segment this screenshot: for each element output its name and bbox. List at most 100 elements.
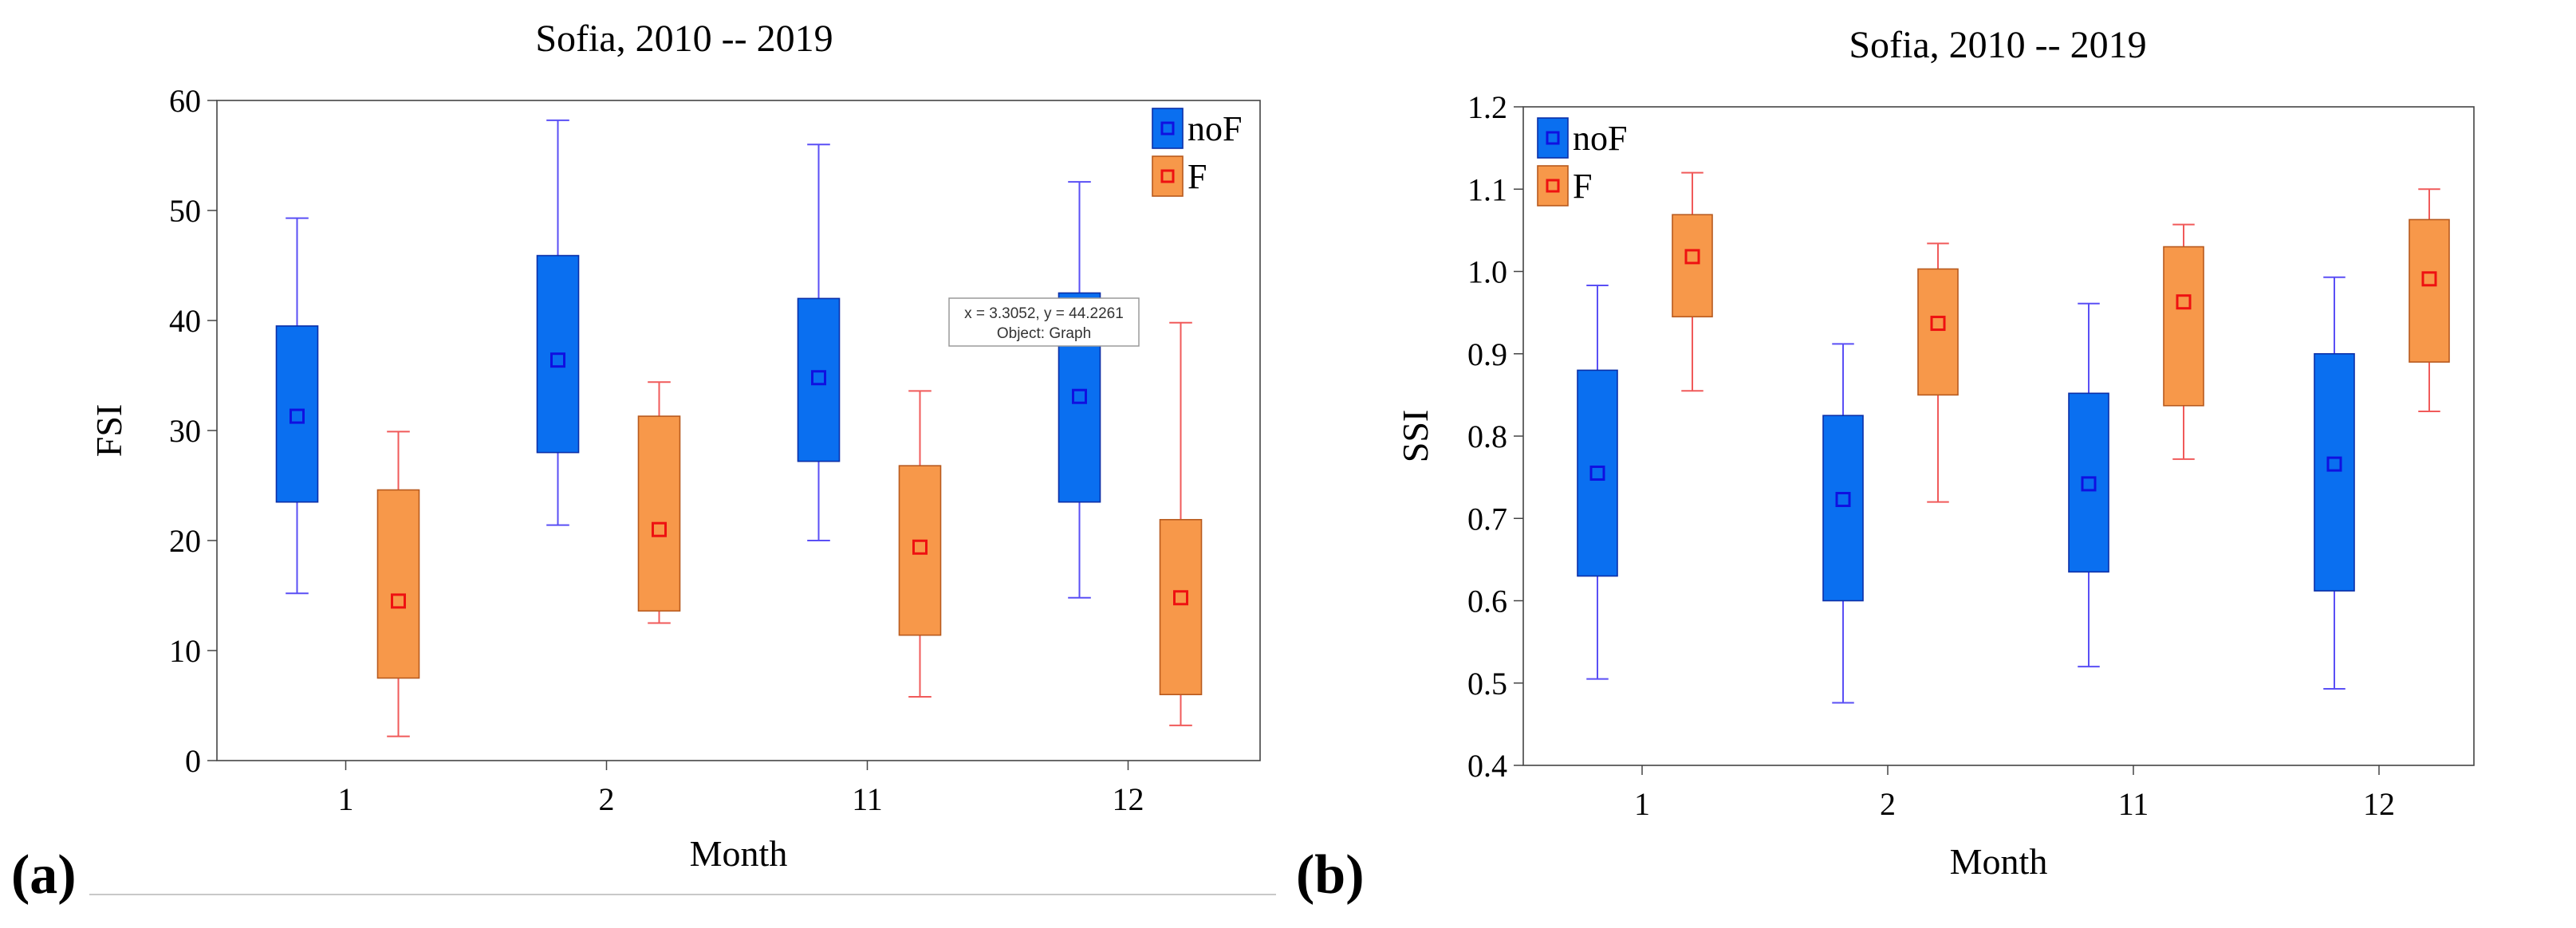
box-F-2 xyxy=(1917,242,1959,503)
y-tick-label: 10 xyxy=(169,633,201,669)
legend-swatch-noF xyxy=(1537,117,1569,159)
tooltip-line-2: Object: Graph xyxy=(997,325,1091,342)
tooltip-box xyxy=(948,297,1140,347)
panel-label-b: (b) xyxy=(1296,844,1365,906)
box-noF-2 xyxy=(1822,343,1864,704)
box-noF-2 xyxy=(536,119,580,526)
x-tick-label: 1 xyxy=(338,781,354,817)
panel-label-a: (a) xyxy=(11,844,77,906)
x-axis-label: Month xyxy=(690,833,788,874)
box-noF-11 xyxy=(797,144,841,541)
box-body xyxy=(1159,518,1203,696)
y-axis: 0.4 0.5 0.6 0.7 0.8 0.9 1.0 1.1 1.2 xyxy=(1467,89,1523,784)
series-F xyxy=(1672,171,2450,503)
legend-marker-F xyxy=(1160,169,1175,183)
box-body xyxy=(1672,214,1713,318)
y-tick-label: 0.5 xyxy=(1467,666,1507,702)
mean-marker xyxy=(912,539,928,555)
legend-marker-F xyxy=(1546,179,1560,193)
legend-swatch-noF xyxy=(1152,108,1184,149)
x-axis-label: Month xyxy=(1950,841,2048,882)
y-axis-label: FSI xyxy=(89,404,129,457)
y-tick-label: 0.4 xyxy=(1467,748,1507,784)
box-body xyxy=(1917,268,1959,396)
y-axis: 0 10 20 30 40 50 60 xyxy=(169,83,217,779)
legend-label-F: F xyxy=(1573,167,1592,206)
legend-swatch-F xyxy=(1537,165,1569,206)
x-tick-label: 2 xyxy=(599,781,615,817)
mean-marker xyxy=(2081,476,2097,492)
x-tick-label: 12 xyxy=(1113,781,1144,817)
x-tick-label: 2 xyxy=(1880,786,1896,822)
y-tick-label: 1.2 xyxy=(1467,89,1507,125)
box-F-1 xyxy=(376,431,420,737)
mean-marker xyxy=(1835,492,1851,508)
box-body xyxy=(376,489,420,679)
box-F-11 xyxy=(898,390,942,698)
box-noF-11 xyxy=(2068,302,2109,668)
box-F-11 xyxy=(2163,223,2204,460)
x-axis: 1 2 11 12 xyxy=(1634,765,2395,822)
y-tick-label: 0 xyxy=(185,743,201,779)
tooltip: x = 3.3052, y = 44.2261 Object: Graph xyxy=(948,297,1140,347)
chart-title: Sofia, 2010 -- 2019 xyxy=(535,18,833,60)
box-body xyxy=(898,465,942,636)
mean-marker xyxy=(2421,271,2437,287)
mean-marker xyxy=(2176,294,2192,310)
box-noF-12 xyxy=(2314,276,2355,690)
box-F-2 xyxy=(637,381,681,624)
x-tick-label: 1 xyxy=(1634,786,1650,822)
box-body xyxy=(797,297,841,462)
mean-marker xyxy=(550,352,565,368)
tooltip-line-1: x = 3.3052, y = 44.2261 xyxy=(964,305,1124,322)
series-F xyxy=(376,321,1203,737)
box-F-12 xyxy=(2409,188,2450,413)
box-noF-1 xyxy=(1577,285,1618,680)
box-body xyxy=(637,415,681,612)
legend-marker-noF xyxy=(1160,121,1175,136)
y-tick-label: 1.1 xyxy=(1467,171,1507,207)
x-tick-label: 12 xyxy=(2363,786,2395,822)
box-body xyxy=(2314,352,2355,592)
legend-label-noF: noF xyxy=(1188,109,1242,148)
mean-marker xyxy=(1173,590,1188,606)
x-axis: 1 2 11 12 xyxy=(338,761,1144,817)
box-body xyxy=(2409,218,2450,363)
box-body xyxy=(1822,415,1864,602)
mean-marker xyxy=(652,521,667,537)
mean-marker xyxy=(1930,316,1946,332)
x-tick-label: 11 xyxy=(852,781,883,817)
box-body xyxy=(2068,392,2109,573)
legend-swatch-F xyxy=(1152,155,1184,197)
mean-marker xyxy=(811,370,826,386)
plot-frame xyxy=(216,100,1261,761)
legend-label-noF: noF xyxy=(1573,119,1627,158)
legend: noF F xyxy=(1537,117,1627,206)
chart-title: Sofia, 2010 -- 2019 xyxy=(1849,24,2146,66)
x-tick-label: 11 xyxy=(2118,786,2149,822)
legend-marker-noF xyxy=(1546,131,1560,145)
y-tick-label: 0.6 xyxy=(1467,584,1507,619)
box-body xyxy=(275,325,319,503)
y-tick-label: 0.7 xyxy=(1467,501,1507,537)
chart-b: Sofia, 2010 -- 2019 0.4 0.5 0.6 0.7 0.8 0.9 1.0… xyxy=(1395,24,2475,882)
y-tick-label: 30 xyxy=(169,413,201,449)
y-tick-label: 40 xyxy=(169,303,201,339)
y-tick-label: 20 xyxy=(169,523,201,559)
mean-marker xyxy=(290,408,305,424)
mean-marker xyxy=(2326,456,2342,472)
y-tick-label: 0.8 xyxy=(1467,419,1507,454)
y-tick-label: 50 xyxy=(169,193,201,229)
series-noF xyxy=(1577,276,2355,704)
box-noF-12 xyxy=(1058,181,1101,599)
legend-label-F: F xyxy=(1188,157,1207,196)
box-F-1 xyxy=(1672,171,1713,392)
box-noF-1 xyxy=(275,217,319,595)
mean-marker xyxy=(1072,388,1087,404)
mean-marker xyxy=(391,593,406,609)
box-F-12 xyxy=(1159,321,1203,726)
y-tick-label: 60 xyxy=(169,83,201,119)
mean-marker xyxy=(1684,249,1700,265)
